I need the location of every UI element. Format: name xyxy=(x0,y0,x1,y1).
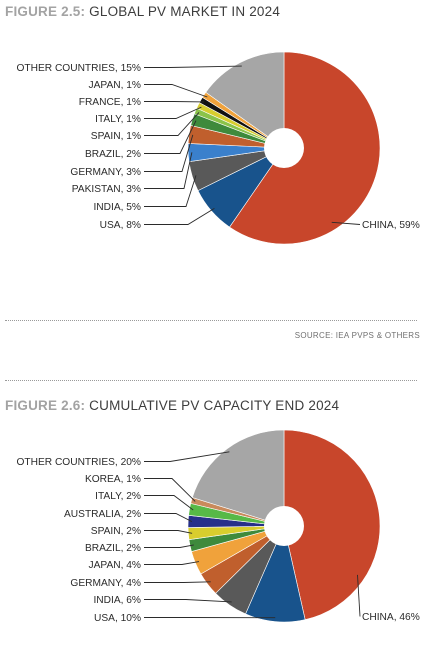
label-india: INDIA, 5% xyxy=(93,202,141,213)
label-other-countries: OTHER COUNTRIES, 15% xyxy=(16,63,141,74)
label-brazil: BRAZIL, 2% xyxy=(85,543,141,554)
pie-center-hole xyxy=(264,506,304,546)
figure-number: FIGURE 2.6: xyxy=(5,398,86,413)
label-china: CHINA, 46% xyxy=(362,612,420,623)
cumulative-pv-capacity-pie: OTHER COUNTRIES, 20% KOREA, 1% ITALY, 2% AU… xyxy=(16,429,420,624)
leader-line-japan xyxy=(144,561,200,565)
label-france: FRANCE, 1% xyxy=(79,97,141,108)
label-china: CHINA, 59% xyxy=(362,220,420,231)
label-usa: USA, 10% xyxy=(94,613,141,624)
pie-slice-other-countries xyxy=(191,429,285,527)
leader-line-usa xyxy=(144,208,215,225)
pie-slice-china xyxy=(229,51,381,245)
label-germany: GERMANY, 4% xyxy=(70,578,141,589)
pie-slice-china xyxy=(283,429,381,620)
section-divider xyxy=(5,320,417,321)
pie-slice-other-countries xyxy=(205,51,285,149)
label-spain: SPAIN, 1% xyxy=(91,131,141,142)
leader-line-china xyxy=(357,574,361,617)
leader-line-brazil xyxy=(144,120,197,154)
label-germany: GERMANY, 3% xyxy=(70,167,141,178)
leader-line-pakistan xyxy=(144,152,193,189)
figure-title-text: GLOBAL PV MARKET IN 2024 xyxy=(89,4,281,19)
figure-number: FIGURE 2.5: xyxy=(5,4,86,19)
leader-line-korea xyxy=(144,478,196,502)
label-brazil: BRAZIL, 2% xyxy=(85,149,141,160)
label-japan: JAPAN, 1% xyxy=(89,80,141,91)
label-usa: USA, 8% xyxy=(100,220,141,231)
source-note: SOURCE: IEA PVPS & OTHERS xyxy=(294,331,420,340)
leader-line-india xyxy=(144,599,232,603)
section-divider xyxy=(5,380,417,381)
leader-line-italy xyxy=(144,495,194,511)
pie-center-hole xyxy=(264,128,304,168)
label-other-countries: OTHER COUNTRIES, 20% xyxy=(16,457,141,468)
leader-line-other-countries xyxy=(144,451,230,462)
leader-line-spain xyxy=(144,112,200,136)
label-spain: SPAIN, 2% xyxy=(91,526,141,537)
figure-title-text: CUMULATIVE PV CAPACITY END 2024 xyxy=(89,398,340,413)
leader-line-india xyxy=(144,175,197,207)
leader-line-italy xyxy=(144,106,202,119)
figure-2-5-title: FIGURE 2.5: GLOBAL PV MARKET IN 2024 xyxy=(5,4,280,19)
label-australia: AUSTRALIA, 2% xyxy=(64,509,141,520)
label-italy: ITALY, 2% xyxy=(95,491,141,502)
figure-2-6-title: FIGURE 2.6: CUMULATIVE PV CAPACITY END 2… xyxy=(5,398,339,413)
label-japan: JAPAN, 4% xyxy=(89,560,141,571)
leader-line-australia xyxy=(144,513,193,523)
label-india: INDIA, 6% xyxy=(93,595,141,606)
label-korea: KOREA, 1% xyxy=(85,474,141,485)
leader-line-germany xyxy=(144,134,194,172)
leader-line-other-countries xyxy=(144,65,242,68)
label-pakistan: PAKISTAN, 3% xyxy=(72,184,141,195)
leader-line-japan xyxy=(144,84,208,98)
leader-line-brazil xyxy=(144,544,194,548)
label-italy: ITALY, 1% xyxy=(95,114,141,125)
leader-line-germany xyxy=(144,581,211,583)
leader-line-china xyxy=(331,221,361,225)
leader-line-spain xyxy=(144,530,193,534)
global-pv-market-pie: OTHER COUNTRIES, 15% JAPAN, 1% FRANCE, 1% I… xyxy=(16,51,420,245)
